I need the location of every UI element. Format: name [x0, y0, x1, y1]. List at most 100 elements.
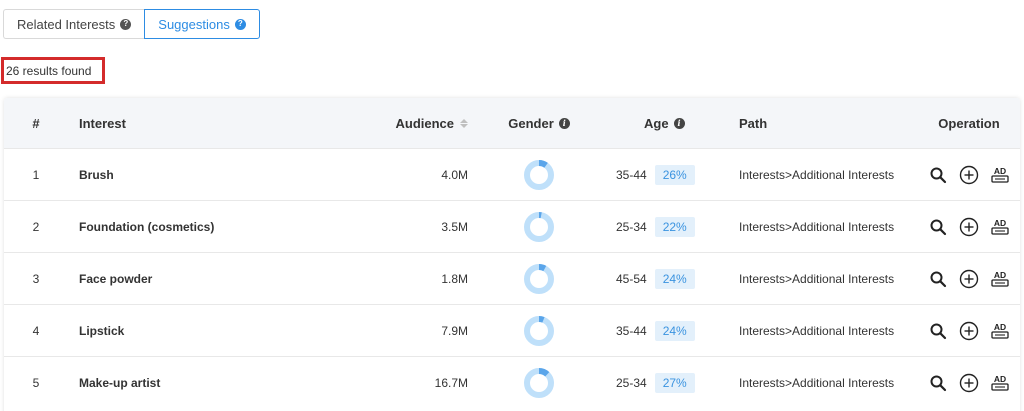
tab-label: Related Interests — [17, 16, 116, 32]
question-circle-icon: ? — [234, 18, 246, 30]
donut-track — [524, 211, 554, 242]
search-icon[interactable] — [928, 372, 949, 393]
gender-donut — [504, 357, 574, 408]
operation-cell: AD — [922, 357, 1016, 408]
donut-segment — [524, 263, 554, 294]
header-operation: Operation — [938, 115, 1000, 131]
age-range: 25-34 — [616, 219, 647, 234]
operation-cell: AD — [922, 201, 1016, 252]
interest-name: Face powder — [79, 271, 153, 286]
age-range: 35-44 — [616, 167, 647, 182]
search-icon[interactable] — [928, 216, 949, 237]
info-circle-icon[interactable]: i — [558, 117, 570, 129]
interest-name: Brush — [79, 167, 114, 182]
header-gender: Gender i — [504, 98, 574, 148]
info-circle-icon[interactable]: i — [673, 117, 685, 129]
table-row: 3 Face powder 1.8M 45-54 24% Interests>A… — [4, 252, 1020, 304]
ad-icon[interactable]: AD — [990, 216, 1011, 237]
interest-name: Foundation (cosmetics) — [79, 219, 215, 234]
interests-table: # Interest Audience Gender i Age i Path … — [4, 98, 1020, 411]
ad-icon[interactable]: AD — [990, 320, 1011, 341]
row-number: 4 — [32, 323, 40, 338]
tab-bar: Related Interests ? Suggestions ? — [3, 9, 260, 39]
ad-icon[interactable]: AD — [990, 372, 1011, 393]
age-range: 25-34 — [616, 375, 647, 390]
age-cell: 25-34 27% — [616, 357, 716, 408]
header-age: Age i — [616, 98, 716, 148]
audience-size: 16.7M — [434, 375, 468, 390]
sort-icon[interactable] — [460, 118, 468, 128]
interest-path: Interests>Additional Interests — [739, 375, 895, 390]
age-percent-badge: 24% — [654, 268, 695, 289]
question-circle-icon: ? — [120, 18, 132, 30]
svg-text:AD: AD — [994, 374, 1006, 384]
header-num: # — [32, 115, 40, 131]
age-cell: 45-54 24% — [616, 253, 716, 304]
add-circle-icon[interactable] — [959, 216, 980, 237]
age-cell: 35-44 26% — [616, 149, 716, 200]
audience-size: 1.8M — [441, 271, 468, 286]
header-age-label: Age — [644, 115, 669, 131]
age-range: 45-54 — [616, 271, 647, 286]
gender-donut — [504, 201, 574, 252]
tab-related-interests[interactable]: Related Interests ? — [3, 9, 145, 39]
donut-track — [524, 159, 554, 190]
audience-size: 4.0M — [441, 167, 468, 182]
donut-segment — [524, 211, 554, 242]
header-audience-label: Audience — [395, 115, 454, 131]
row-number: 1 — [32, 167, 40, 182]
gender-donut — [504, 305, 574, 356]
age-percent-badge: 22% — [654, 216, 695, 237]
age-percent-badge: 24% — [654, 320, 695, 341]
search-icon[interactable] — [928, 268, 949, 289]
operation-cell: AD — [922, 149, 1016, 200]
table-row: 4 Lipstick 7.9M 35-44 24% Interests>Addi… — [4, 304, 1020, 356]
table-row: 1 Brush 4.0M 35-44 26% Interests>Additio… — [4, 148, 1020, 200]
header-gender-label: Gender — [508, 115, 554, 131]
svg-text:AD: AD — [994, 270, 1006, 280]
donut-track — [524, 367, 554, 398]
interest-name: Make-up artist — [79, 375, 161, 390]
audience-size: 7.9M — [441, 323, 468, 338]
audience-size: 3.5M — [441, 219, 468, 234]
interest-path: Interests>Additional Interests — [739, 271, 895, 286]
operation-cell: AD — [922, 305, 1016, 356]
interest-path: Interests>Additional Interests — [739, 167, 895, 182]
add-circle-icon[interactable] — [959, 372, 980, 393]
gender-donut — [504, 253, 574, 304]
interest-name: Lipstick — [79, 323, 125, 338]
add-circle-icon[interactable] — [959, 164, 980, 185]
age-cell: 25-34 22% — [616, 201, 716, 252]
age-range: 35-44 — [616, 323, 647, 338]
table-header: # Interest Audience Gender i Age i Path … — [4, 98, 1020, 148]
svg-text:AD: AD — [994, 218, 1006, 228]
row-number: 5 — [32, 375, 40, 390]
donut-track — [524, 315, 554, 346]
age-percent-badge: 27% — [654, 372, 695, 393]
search-icon[interactable] — [928, 164, 949, 185]
donut-segment — [524, 159, 554, 190]
donut-track — [524, 263, 554, 294]
interest-path: Interests>Additional Interests — [739, 219, 895, 234]
add-circle-icon[interactable] — [959, 268, 980, 289]
header-audience[interactable]: Audience — [364, 98, 468, 148]
tab-label: Suggestions — [158, 16, 230, 32]
svg-text:AD: AD — [994, 322, 1006, 332]
gender-donut — [504, 149, 574, 200]
header-interest: Interest — [79, 115, 126, 131]
donut-segment — [524, 315, 554, 346]
age-cell: 35-44 24% — [616, 305, 716, 356]
search-icon[interactable] — [928, 320, 949, 341]
add-circle-icon[interactable] — [959, 320, 980, 341]
operation-cell: AD — [922, 253, 1016, 304]
donut-segment — [524, 367, 554, 398]
tab-suggestions[interactable]: Suggestions ? — [144, 9, 260, 39]
table-body: 1 Brush 4.0M 35-44 26% Interests>Additio… — [4, 148, 1020, 408]
age-percent-badge: 26% — [654, 164, 695, 185]
ad-icon[interactable]: AD — [990, 268, 1011, 289]
results-count: 26 results found — [1, 57, 105, 84]
ad-icon[interactable]: AD — [990, 164, 1011, 185]
table-row: 2 Foundation (cosmetics) 3.5M 25-34 22% … — [4, 200, 1020, 252]
header-path: Path — [739, 115, 768, 131]
row-number: 3 — [32, 271, 40, 286]
